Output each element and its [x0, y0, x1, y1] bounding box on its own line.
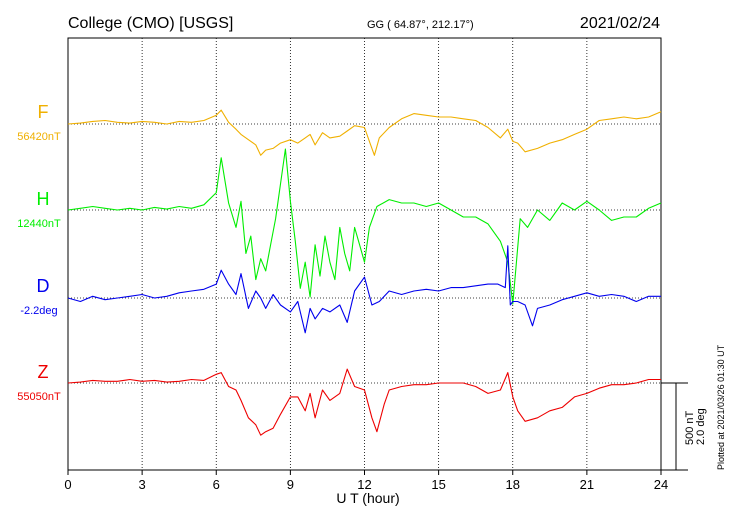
series-group [67, 109, 662, 436]
x-tick-label: 21 [580, 477, 594, 492]
scale-bar [661, 382, 688, 471]
series-baseline-f: 56420nT [17, 131, 61, 143]
series-baseline-d: -2.2deg [20, 305, 57, 317]
x-tick-label: 3 [139, 477, 146, 492]
series-name-z: Z [38, 362, 49, 382]
series-name-d: D [37, 276, 50, 296]
series-line-d [67, 245, 661, 334]
x-tick-label: 12 [357, 477, 371, 492]
scale-nt-label: 500 nT [684, 410, 696, 445]
x-tick-label: 24 [654, 477, 668, 492]
x-tick-label: 0 [64, 477, 71, 492]
series-baseline-h: 12440nT [17, 218, 61, 230]
x-tick-label: 15 [431, 477, 445, 492]
station-coords: GG ( 64.87°, 212.17°) [367, 19, 474, 31]
grid-lines [68, 38, 661, 470]
x-tick-label: 18 [506, 477, 520, 492]
series-line-z [67, 368, 661, 436]
x-tick-label: 6 [213, 477, 220, 492]
x-axis-tick-labels: 0 3 6 9 12 15 18 21 24 [64, 477, 668, 492]
plot-date: 2021/02/24 [580, 15, 660, 32]
series-name-h: H [37, 189, 50, 209]
series-line-h [67, 148, 662, 305]
x-axis-label: U T (hour) [336, 490, 399, 506]
series-name-f: F [38, 102, 49, 122]
plotted-timestamp: Plotted at 2021/03/26 01:30 UT [716, 344, 726, 470]
station-title: College (CMO) [USGS] [68, 15, 233, 32]
series-baseline-z: 55050nT [17, 391, 61, 403]
series-line-f [67, 109, 662, 156]
series-labels: F 56420nT H 12440nT D -2.2deg Z 55050nT [17, 102, 61, 403]
x-tick-label: 9 [287, 477, 294, 492]
scale-deg-label: 2.0 deg [695, 408, 707, 445]
x-axis-ticks [67, 470, 662, 475]
